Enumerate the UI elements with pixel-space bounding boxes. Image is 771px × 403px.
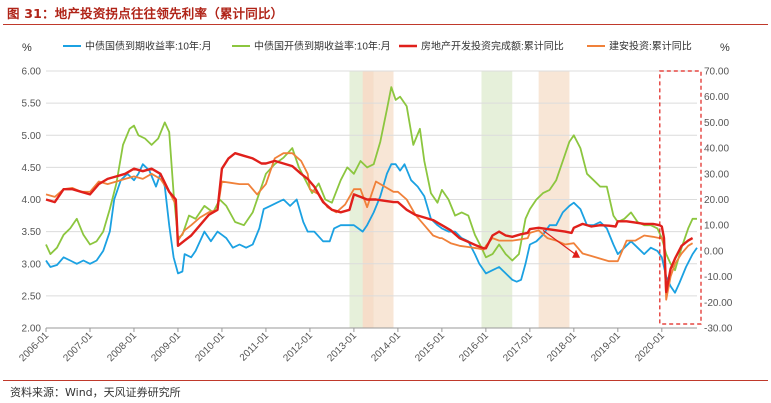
legend-label-3: 建安投资:累计同比 xyxy=(609,40,692,53)
right-tick-label: 40.00 xyxy=(704,144,729,155)
x-tick-label: 2007-01 xyxy=(61,330,95,364)
annotation-arrow-line xyxy=(542,229,577,256)
left-tick-label: 5.00 xyxy=(22,131,42,142)
right-tick-label: 20.00 xyxy=(704,195,729,206)
left-axis-unit: % xyxy=(22,42,32,54)
annotation-arrow-head xyxy=(572,249,581,258)
x-tick-label: 2014-01 xyxy=(369,330,403,364)
right-tick-label: -10.00 xyxy=(704,272,733,283)
right-tick-label: 50.00 xyxy=(704,118,729,129)
legend-label-2: 房地产开发投资完成额:累计同比 xyxy=(421,40,564,53)
x-tick-label: 2011-01 xyxy=(238,330,272,364)
x-tick-label: 2009-01 xyxy=(149,330,183,364)
x-tick-label: 2018-01 xyxy=(545,330,579,364)
left-tick-label: 4.50 xyxy=(22,163,42,174)
right-tick-label: 10.00 xyxy=(704,221,729,232)
source-note: 资料来源：Wind，天风证券研究所 xyxy=(10,386,181,399)
right-tick-label: -30.00 xyxy=(704,324,733,335)
left-tick-label: 2.00 xyxy=(22,324,42,335)
right-tick-label: 30.00 xyxy=(704,169,729,180)
x-tick-label: 2008-01 xyxy=(105,330,139,364)
right-tick-label: 60.00 xyxy=(704,92,729,103)
right-tick-label: 0.00 xyxy=(704,246,724,257)
legend-label-1: 中债国开债到期收益率:10年:月 xyxy=(254,40,391,53)
x-tick-label: 2019-01 xyxy=(589,330,623,364)
right-axis-unit: % xyxy=(720,42,730,54)
x-tick-label: 2012-01 xyxy=(281,330,315,364)
left-tick-label: 4.00 xyxy=(22,195,42,206)
x-tick-label: 2013-01 xyxy=(325,330,359,364)
x-tick-label: 2016-01 xyxy=(457,330,491,364)
legend-label-0: 中债国债到期收益率:10年:月 xyxy=(85,40,212,53)
left-tick-label: 3.50 xyxy=(22,227,42,238)
series-line-2 xyxy=(45,152,694,294)
legend: 中债国债到期收益率:10年:月 中债国开债到期收益率:10年:月 房地产开发投资完成… xyxy=(63,40,692,53)
series-line-1 xyxy=(45,86,697,272)
right-tick-label: 70.00 xyxy=(704,67,729,78)
left-tick-label: 2.50 xyxy=(22,291,42,302)
x-tick-label: 2006-01 xyxy=(17,330,51,364)
x-tick-label: 2015-01 xyxy=(413,330,447,364)
left-tick-label: 3.00 xyxy=(22,259,42,270)
figure-title: 图 31：地产投资拐点往往领先利率（累计同比） xyxy=(7,6,284,21)
left-tick-label: 6.00 xyxy=(22,67,42,78)
x-tick-label: 2010-01 xyxy=(193,330,227,364)
title-rule xyxy=(3,24,768,25)
source-rule xyxy=(3,380,768,381)
right-tick-label: -20.00 xyxy=(704,298,733,309)
x-tick-label: 2017-01 xyxy=(501,330,535,364)
x-tick-label: 2020-01 xyxy=(633,330,667,364)
series-lines xyxy=(45,86,698,301)
left-tick-label: 5.50 xyxy=(22,99,42,110)
